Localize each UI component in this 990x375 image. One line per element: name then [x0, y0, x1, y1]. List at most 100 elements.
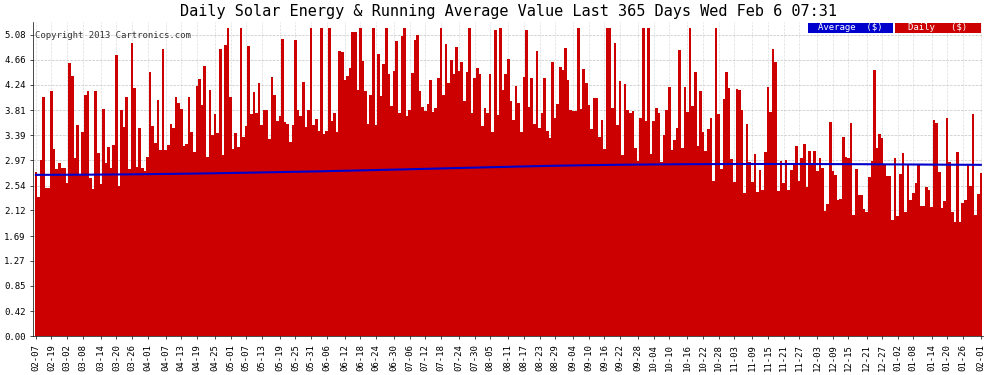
Bar	[512, 120, 515, 336]
Bar	[440, 28, 443, 336]
Bar	[551, 62, 553, 336]
Bar	[665, 110, 668, 336]
Bar	[276, 121, 278, 336]
Bar	[60, 168, 63, 336]
Bar	[553, 118, 556, 336]
FancyBboxPatch shape	[895, 22, 980, 33]
Bar	[606, 28, 608, 336]
Bar	[835, 175, 837, 336]
Bar	[398, 112, 401, 336]
Bar	[915, 183, 917, 336]
Bar	[43, 97, 45, 336]
Text: Daily   ($): Daily ($)	[908, 23, 967, 32]
Bar	[923, 206, 925, 336]
Bar	[188, 97, 190, 336]
Bar	[832, 171, 835, 336]
Bar	[224, 45, 227, 336]
Bar	[305, 128, 307, 336]
Bar	[712, 181, 715, 336]
Bar	[115, 56, 118, 336]
Bar	[336, 132, 339, 336]
Bar	[928, 190, 931, 336]
Title: Daily Solar Energy & Running Average Value Last 365 Days Wed Feb 6 07:31: Daily Solar Energy & Running Average Val…	[180, 4, 837, 19]
Bar	[969, 186, 972, 336]
Bar	[265, 110, 268, 336]
Bar	[829, 122, 832, 336]
Bar	[507, 59, 510, 336]
Bar	[123, 126, 126, 336]
Bar	[307, 110, 310, 336]
Bar	[310, 28, 313, 336]
Bar	[494, 30, 497, 336]
Bar	[406, 116, 409, 336]
Bar	[278, 116, 281, 336]
Bar	[271, 77, 273, 336]
Bar	[821, 168, 824, 336]
Bar	[196, 86, 198, 336]
Bar	[334, 113, 336, 336]
Bar	[286, 124, 289, 336]
Bar	[753, 154, 756, 336]
Bar	[808, 151, 811, 336]
Bar	[886, 176, 889, 336]
Bar	[956, 152, 958, 336]
Bar	[933, 120, 936, 336]
Bar	[637, 161, 640, 336]
Bar	[643, 28, 644, 336]
Bar	[297, 111, 299, 336]
Bar	[837, 200, 840, 336]
Bar	[424, 111, 427, 336]
Bar	[544, 78, 546, 336]
Bar	[411, 73, 414, 336]
Bar	[63, 168, 65, 336]
Bar	[598, 137, 601, 336]
Bar	[73, 158, 76, 336]
Bar	[260, 124, 263, 336]
Bar	[614, 43, 616, 336]
Bar	[847, 158, 849, 336]
Bar	[961, 202, 964, 336]
Bar	[486, 113, 489, 336]
Bar	[257, 83, 260, 336]
Bar	[590, 129, 593, 336]
Bar	[45, 188, 48, 336]
Bar	[185, 144, 188, 336]
Bar	[198, 79, 201, 336]
Bar	[105, 164, 107, 336]
Bar	[725, 72, 728, 336]
Bar	[979, 173, 982, 336]
Bar	[585, 82, 587, 336]
Bar	[180, 109, 182, 336]
Bar	[377, 54, 380, 336]
Bar	[819, 158, 821, 336]
Bar	[136, 168, 139, 336]
Bar	[728, 88, 731, 336]
Bar	[849, 123, 852, 336]
Bar	[356, 90, 359, 336]
Bar	[697, 146, 699, 336]
Bar	[430, 80, 432, 336]
Bar	[131, 44, 134, 336]
Bar	[250, 114, 252, 336]
Bar	[422, 107, 424, 336]
Bar	[523, 77, 526, 336]
Bar	[707, 129, 710, 336]
Bar	[844, 157, 847, 336]
Bar	[502, 90, 505, 336]
Bar	[710, 118, 712, 336]
Bar	[427, 104, 430, 336]
Bar	[339, 51, 341, 336]
Bar	[546, 131, 548, 336]
Bar	[443, 95, 445, 336]
Bar	[230, 97, 232, 336]
Bar	[206, 157, 209, 336]
Bar	[364, 91, 367, 336]
Bar	[452, 74, 455, 336]
Bar	[790, 170, 793, 336]
Bar	[945, 118, 948, 336]
Bar	[953, 222, 956, 336]
Bar	[484, 108, 486, 336]
Bar	[169, 124, 172, 336]
Bar	[385, 28, 388, 336]
Bar	[478, 74, 481, 336]
